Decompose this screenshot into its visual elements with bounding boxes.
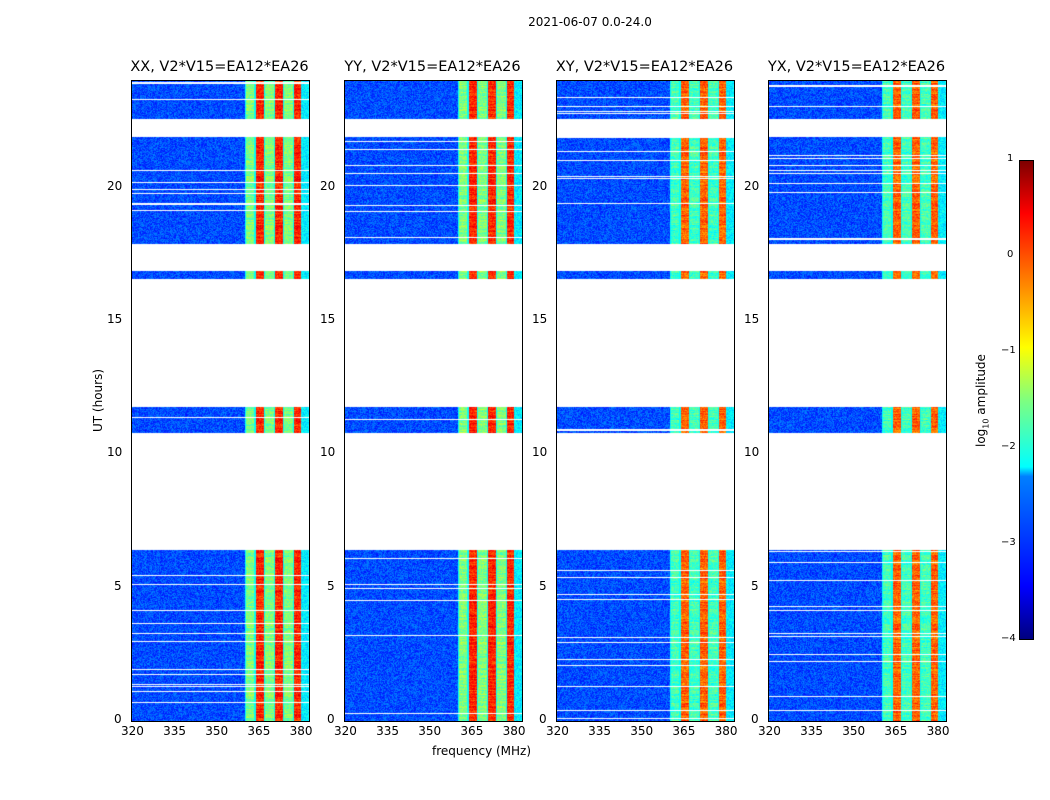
y-tick-label: 15 [532,312,548,326]
y-tick-label: 15 [107,312,123,326]
y-tick-label: 20 [744,178,760,193]
y-tick-label: 0 [751,712,759,726]
y-tick-label: 5 [539,578,547,593]
panel-title: XX, V2*V15=EA12*EA26 [130,59,309,75]
colorbar-tick-label: −2 [1001,441,1016,452]
y-tick-label: 15 [320,312,336,326]
x-tick-label: 350 [418,724,442,738]
colorbar-label-rest: amplitude [974,354,988,419]
y-tick-label: 20 [107,178,123,193]
y-tick-label: 5 [751,578,759,593]
y-tick-label: 20 [320,178,336,193]
x-axis-label: frequency (MHz) [432,744,532,758]
y-tick-label: 15 [744,312,760,326]
x-tick-label: 350 [842,724,866,738]
heatmap-panel [344,80,523,722]
x-tick-label: 380 [289,724,313,738]
y-tick-label: 0 [539,712,547,726]
colorbar-tick-label: −4 [1001,633,1016,644]
y-tick-label: 5 [114,578,122,593]
colorbar-label: log10 amplitude [974,354,990,447]
heatmap-panel [556,80,735,722]
x-tick-label: 365 [247,724,271,738]
colorbar-label-sub: 10 [981,418,991,429]
y-tick-label: 10 [744,445,760,460]
x-tick-label: 365 [884,724,908,738]
x-tick-label: 380 [926,724,950,738]
panel-title: YX, V2*V15=EA12*EA26 [767,59,946,75]
y-tick-label: 10 [320,445,336,460]
x-tick-label: 320 [546,724,569,738]
figure-title: 2021-06-07 0.0-24.0 [528,15,652,29]
y-tick-label: 5 [327,578,335,593]
x-tick-label: 335 [376,724,400,738]
colorbar-tick-label: −1 [1001,345,1016,356]
colorbar-tick-label: −3 [1001,537,1016,548]
panel-title: YY, V2*V15=EA12*EA26 [344,59,521,75]
x-tick-label: 350 [630,724,654,738]
y-axis-label: UT (hours) [91,368,105,432]
y-tick-label: 0 [327,712,335,726]
x-tick-label: 320 [121,724,144,738]
x-tick-label: 350 [205,724,229,738]
y-tick-label: 0 [114,712,122,726]
x-tick-label: 320 [334,724,357,738]
panel-title: XY, V2*V15=EA12*EA26 [555,59,734,75]
heatmap-panel [768,80,947,722]
x-tick-label: 365 [460,724,484,738]
heatmap-panel [131,80,310,722]
x-tick-label: 335 [588,724,612,738]
x-tick-label: 335 [800,724,824,738]
x-tick-label: 380 [502,724,526,738]
colorbar-tick-label: 1 [1007,153,1014,164]
y-tick-label: 20 [532,178,548,193]
x-tick-label: 365 [672,724,696,738]
x-tick-label: 335 [163,724,187,738]
y-tick-label: 10 [532,445,548,460]
colorbar-tick-label: 0 [1007,249,1014,260]
colorbar [1019,160,1034,640]
colorbar-label-main: log [974,428,988,447]
y-tick-label: 10 [107,445,123,460]
x-tick-label: 380 [714,724,738,738]
x-tick-label: 320 [758,724,781,738]
